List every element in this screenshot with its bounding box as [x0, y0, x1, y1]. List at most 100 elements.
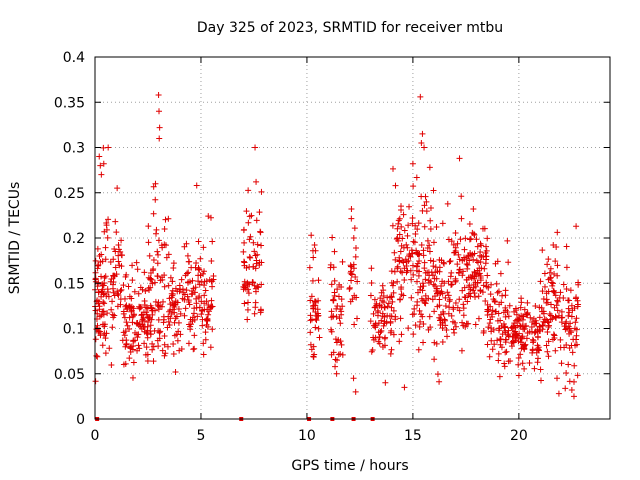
- data-point: [258, 281, 265, 288]
- data-point: [566, 378, 573, 385]
- data-point: [121, 332, 128, 339]
- data-point: [505, 259, 512, 266]
- data-point: [387, 350, 394, 357]
- data-point: [127, 348, 134, 355]
- data-point: [548, 301, 555, 308]
- data-point: [335, 336, 342, 343]
- data-point: [568, 313, 575, 320]
- data-point: [390, 331, 397, 338]
- data-point: [395, 220, 402, 227]
- data-point: [438, 288, 445, 295]
- data-point: [461, 284, 468, 291]
- data-point: [111, 292, 118, 299]
- data-point: [149, 340, 156, 347]
- data-point: [482, 249, 489, 256]
- data-point: [431, 308, 438, 315]
- data-point: [397, 248, 404, 255]
- data-point: [253, 257, 260, 264]
- data-point: [379, 344, 386, 351]
- data-point: [111, 273, 118, 280]
- data-point: [394, 263, 401, 270]
- data-point: [205, 311, 212, 318]
- data-point: [189, 288, 196, 295]
- data-point: [417, 283, 424, 290]
- data-point: [333, 370, 340, 377]
- data-point: [568, 329, 575, 336]
- data-point: [567, 320, 574, 327]
- data-point: [369, 346, 376, 353]
- data-point: [519, 360, 526, 367]
- data-point: [388, 313, 395, 320]
- data-point: [396, 215, 403, 222]
- data-point: [502, 349, 509, 356]
- data-point: [175, 306, 182, 313]
- data-point: [244, 286, 251, 293]
- data-point: [392, 182, 399, 189]
- data-point: [198, 279, 205, 286]
- data-point: [250, 239, 257, 246]
- data-point: [150, 257, 157, 264]
- x-tick-labels: 0 5 10 15 20: [91, 428, 528, 444]
- data-point: [390, 289, 397, 296]
- data-point: [202, 329, 209, 336]
- data-point: [116, 262, 123, 269]
- data-point: [545, 353, 552, 360]
- data-point: [445, 292, 452, 299]
- data-point: [574, 372, 581, 379]
- data-point: [392, 313, 399, 320]
- data-point: [453, 323, 460, 330]
- data-point: [514, 322, 521, 329]
- data-point: [308, 316, 315, 323]
- data-point: [314, 306, 321, 313]
- data-point: [152, 298, 159, 305]
- data-point: [529, 336, 536, 343]
- data-point: [488, 281, 495, 288]
- data-point: [411, 305, 418, 312]
- data-point: [145, 315, 152, 322]
- data-point: [94, 283, 101, 290]
- data-point: [406, 251, 413, 258]
- data-point: [545, 256, 552, 263]
- data-point: [94, 265, 101, 272]
- data-point: [477, 258, 484, 265]
- data-point: [534, 326, 541, 333]
- data-point: [511, 328, 518, 335]
- data-point: [552, 292, 559, 299]
- data-point: [126, 293, 133, 300]
- data-point: [521, 306, 528, 313]
- data-point: [401, 384, 408, 391]
- data-point: [418, 295, 425, 302]
- data-point: [384, 312, 391, 319]
- data-point: [546, 311, 553, 318]
- data-point: [539, 288, 546, 295]
- data-point: [445, 278, 452, 285]
- data-point: [554, 262, 561, 269]
- data-point: [406, 203, 413, 210]
- x-axis-title: GPS time / hours: [291, 458, 408, 474]
- data-point: [92, 269, 99, 276]
- data-point: [312, 247, 319, 254]
- data-point: [409, 160, 416, 167]
- data-point: [499, 331, 506, 338]
- data-point: [460, 312, 467, 319]
- data-point: [191, 332, 198, 339]
- data-point: [418, 241, 425, 248]
- data-point: [120, 308, 127, 315]
- data-point: [111, 312, 118, 319]
- data-point: [437, 311, 444, 318]
- data-point: [485, 284, 492, 291]
- data-point: [156, 108, 163, 115]
- data-point: [515, 372, 522, 379]
- data-point: [387, 329, 394, 336]
- data-point: [541, 283, 548, 290]
- data-point: [404, 232, 411, 239]
- data-point: [309, 277, 316, 284]
- data-point: [554, 298, 561, 305]
- data-point: [167, 274, 174, 281]
- data-point: [253, 217, 260, 224]
- data-point: [93, 326, 100, 333]
- data-point: [182, 305, 189, 312]
- data-point: [570, 393, 577, 400]
- data-point: [254, 283, 261, 290]
- data-point: [567, 287, 574, 294]
